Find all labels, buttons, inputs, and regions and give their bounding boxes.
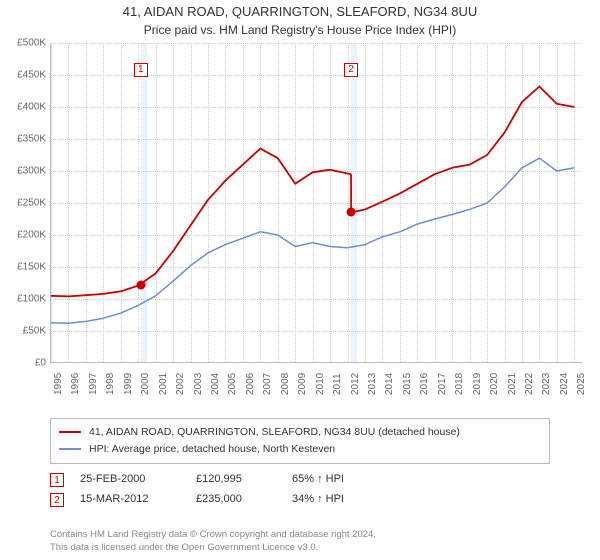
chart-subtitle: Price paid vs. HM Land Registry's House … (10, 23, 590, 37)
sale-dot (136, 281, 145, 290)
x-tick-label: 2013 (367, 373, 378, 395)
sale-index: 2 (50, 493, 64, 507)
y-tick-label: £450K (17, 69, 46, 80)
y-tick-label: £50K (23, 325, 46, 336)
legend-swatch (59, 431, 81, 433)
y-tick-label: £250K (17, 197, 46, 208)
x-tick-label: 2003 (193, 373, 204, 395)
legend-swatch (59, 448, 81, 450)
x-tick-label: 2010 (315, 373, 326, 395)
x-tick-label: 2004 (210, 373, 221, 395)
x-tick-label: 2019 (472, 373, 483, 395)
series-line (51, 86, 574, 296)
x-tick-label: 1997 (88, 373, 99, 395)
x-tick-label: 2007 (262, 373, 273, 395)
legend-item: HPI: Average price, detached house, Nort… (59, 441, 541, 458)
sale-dot (347, 208, 356, 217)
legend-label: 41, AIDAN ROAD, QUARRINGTON, SLEAFORD, N… (89, 424, 460, 441)
x-tick-label: 2023 (541, 373, 552, 395)
plot-region: 12 (50, 43, 582, 363)
x-tick-label: 2015 (402, 373, 413, 395)
sale-vs-hpi: 34% ↑ HPI (292, 490, 382, 510)
footnote: Contains HM Land Registry data © Crown c… (50, 529, 376, 554)
x-tick-label: 2018 (454, 373, 465, 395)
chart-title: 41, AIDAN ROAD, QUARRINGTON, SLEAFORD, N… (10, 4, 590, 21)
y-tick-label: £500K (17, 37, 46, 48)
y-tick-label: £300K (17, 165, 46, 176)
x-tick-label: 2021 (507, 373, 518, 395)
x-tick-label: 2024 (559, 373, 570, 395)
footnote-line-1: Contains HM Land Registry data © Crown c… (50, 529, 376, 541)
sale-date: 15-MAR-2012 (80, 490, 180, 510)
x-tick-label: 2000 (140, 373, 151, 395)
legend-label: HPI: Average price, detached house, Nort… (89, 441, 335, 458)
x-tick-label: 2009 (297, 373, 308, 395)
x-tick-label: 2014 (384, 373, 395, 395)
footnote-line-2: This data is licensed under the Open Gov… (50, 542, 376, 554)
sale-row: 1 25-FEB-2000 £120,995 65% ↑ HPI (50, 470, 382, 490)
x-tick-label: 2006 (245, 373, 256, 395)
x-tick-label: 2017 (437, 373, 448, 395)
sale-date: 25-FEB-2000 (80, 470, 180, 490)
x-tick-label: 2020 (489, 373, 500, 395)
y-tick-label: £0 (35, 357, 46, 368)
y-tick-label: £100K (17, 293, 46, 304)
legend-item: 41, AIDAN ROAD, QUARRINGTON, SLEAFORD, N… (59, 424, 541, 441)
x-axis: 1995 1996 1997 1998 1999 2000 2001 2002 2003 2004… (50, 363, 582, 403)
x-tick-label: 1998 (105, 373, 116, 395)
x-tick-label: 2022 (524, 373, 535, 395)
y-tick-label: £350K (17, 133, 46, 144)
chart-area: £0 £50K £100K £150K £200K £250K £300K £350K £400… (10, 43, 590, 403)
x-tick-label: 2011 (332, 373, 343, 395)
x-tick-label: 1995 (53, 373, 64, 395)
sales-table: 1 25-FEB-2000 £120,995 65% ↑ HPI 2 15-MAR-201… (50, 470, 382, 510)
sale-vs-hpi: 65% ↑ HPI (292, 470, 382, 490)
legend: 41, AIDAN ROAD, QUARRINGTON, SLEAFORD, N… (50, 418, 550, 464)
series-line (51, 158, 574, 323)
sale-index: 1 (50, 473, 64, 487)
sale-row: 2 15-MAR-2012 £235,000 34% ↑ HPI (50, 490, 382, 510)
y-tick-label: £200K (17, 229, 46, 240)
x-tick-label: 2005 (227, 373, 238, 395)
sale-marker-box: 2 (344, 63, 358, 77)
x-tick-label: 2008 (280, 373, 291, 395)
x-tick-label: 2002 (175, 373, 186, 395)
y-axis: £0£50K£100K£150K£200K£250K£300K£350K£400… (10, 43, 50, 363)
sale-marker-box: 1 (134, 63, 148, 77)
x-tick-label: 2016 (419, 373, 430, 395)
x-tick-label: 2001 (158, 373, 169, 395)
y-tick-label: £150K (17, 261, 46, 272)
sale-price: £120,995 (196, 470, 276, 490)
x-tick-label: 2025 (576, 373, 587, 395)
y-tick-label: £400K (17, 101, 46, 112)
sale-price: £235,000 (196, 490, 276, 510)
x-tick-label: 1996 (70, 373, 81, 395)
x-tick-label: 2012 (350, 373, 361, 395)
x-tick-label: 1999 (123, 373, 134, 395)
line-canvas (51, 43, 583, 363)
